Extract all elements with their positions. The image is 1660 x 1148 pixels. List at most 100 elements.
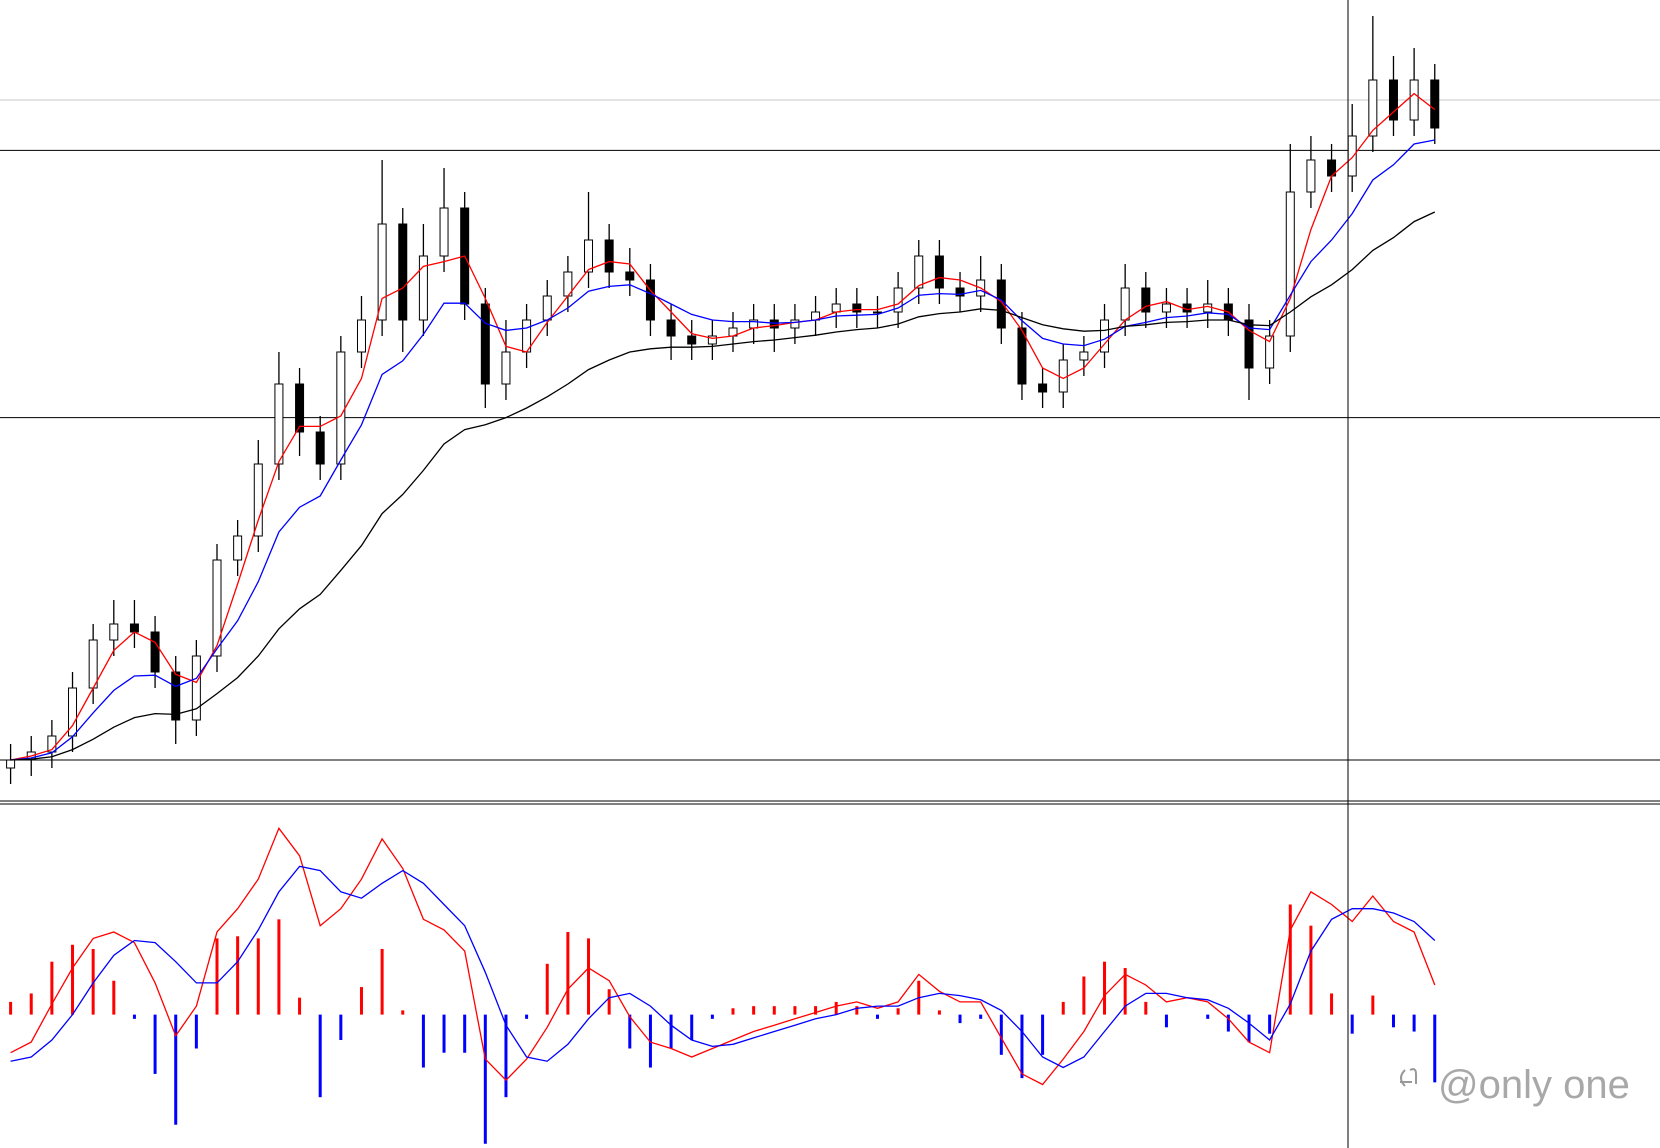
histogram-bar	[690, 1014, 694, 1041]
histogram-bar	[587, 938, 591, 1015]
candle-body	[295, 383, 305, 433]
candle-body	[129, 623, 139, 633]
indicator-line	[10, 139, 1435, 761]
histogram-bar	[875, 1014, 879, 1019]
candle-body	[398, 223, 408, 321]
histogram-bar	[421, 1014, 425, 1068]
histogram-bar	[463, 1014, 467, 1053]
histogram-bar	[1309, 925, 1313, 1015]
histogram-bar	[153, 1014, 157, 1074]
candle-body	[1368, 79, 1378, 137]
histogram-bar	[1330, 993, 1334, 1015]
candle-body	[872, 311, 882, 314]
histogram-bar	[1288, 904, 1292, 1015]
candle-body	[790, 319, 800, 329]
histogram-bar	[483, 1014, 487, 1144]
histogram-bar	[566, 932, 570, 1015]
candle-body	[542, 295, 552, 321]
candle-body	[253, 463, 263, 537]
indicator-line	[10, 865, 1436, 1069]
histogram-bar	[648, 1014, 652, 1068]
histogram-bar	[896, 1008, 900, 1015]
histogram-bar	[442, 1014, 446, 1053]
histogram-bar	[277, 919, 281, 1015]
histogram-bar	[1226, 1014, 1230, 1032]
histogram-bar	[855, 1006, 859, 1015]
candle-body	[1120, 287, 1130, 321]
candle-body	[191, 655, 201, 721]
candle-body	[1079, 351, 1089, 361]
histogram-bar	[772, 1006, 776, 1015]
watermark: @only one	[1400, 1063, 1630, 1107]
watermark-icon	[1400, 1068, 1417, 1087]
candle-body	[109, 623, 119, 641]
candle-body	[1161, 303, 1171, 313]
candle-body	[625, 271, 635, 281]
candle-body	[377, 223, 387, 321]
histogram-bar	[752, 1006, 756, 1015]
candle-body	[955, 287, 965, 297]
candle-body	[356, 319, 366, 353]
candle-body	[315, 431, 325, 465]
candle-body	[150, 631, 160, 673]
histogram-bar	[710, 1014, 714, 1019]
candle-body	[336, 351, 346, 465]
histogram-bar	[1144, 1001, 1148, 1015]
candle-body	[212, 559, 222, 657]
histogram-bar	[1164, 1014, 1168, 1028]
candle-body	[1038, 383, 1048, 393]
histogram-bar	[1391, 1014, 1395, 1028]
candle-body	[1017, 327, 1027, 385]
histogram-bar	[1041, 1014, 1045, 1055]
histogram-bar	[607, 989, 611, 1015]
candle-body	[1430, 79, 1440, 129]
histogram-bar	[112, 980, 116, 1015]
histogram-bar	[979, 1014, 983, 1019]
histogram-bar	[1082, 976, 1086, 1015]
candle-body	[645, 279, 655, 321]
histogram-bar	[174, 1014, 178, 1125]
candle-body	[171, 671, 181, 721]
histogram-bar	[545, 963, 549, 1015]
histogram-bar	[1268, 1014, 1272, 1034]
histogram-bar	[298, 997, 302, 1015]
candle-body	[1388, 79, 1398, 121]
histogram-bar	[958, 1014, 962, 1024]
candle-body	[88, 639, 98, 689]
histogram-bar	[793, 1006, 797, 1015]
candle-body	[666, 319, 676, 337]
histogram-bar	[1103, 961, 1107, 1015]
histogram-bar	[1123, 968, 1127, 1015]
candle-body	[707, 335, 717, 345]
histogram-bar	[937, 1010, 941, 1015]
candle-body	[687, 335, 697, 345]
histogram-bar	[814, 1006, 818, 1015]
histogram-bar	[91, 948, 95, 1015]
candle-body	[480, 303, 490, 385]
candle-body	[1265, 335, 1275, 369]
histogram-bar	[1433, 1014, 1437, 1083]
candle-body	[1347, 135, 1357, 177]
candle-body	[6, 759, 16, 769]
candle-body	[1141, 287, 1151, 313]
candle-body	[769, 319, 779, 329]
histogram-bar	[1350, 1014, 1354, 1034]
histogram-bar	[256, 938, 260, 1015]
histogram-bar	[504, 1014, 508, 1098]
candle-body	[914, 255, 924, 289]
macd-panel	[9, 826, 1437, 1144]
histogram-bar	[236, 936, 240, 1015]
candle-body	[1058, 359, 1068, 393]
candle-body	[584, 239, 594, 273]
histogram-bar	[401, 1010, 405, 1015]
candle-body	[418, 255, 428, 321]
candle-body	[934, 255, 944, 289]
candle-body	[274, 383, 284, 465]
histogram-bar	[628, 1014, 632, 1049]
watermark-text: @only one	[1438, 1063, 1630, 1107]
indicator-line	[10, 826, 1436, 1086]
histogram-bar	[215, 938, 219, 1015]
candle-body	[1409, 79, 1419, 121]
histogram-bar	[525, 1014, 529, 1019]
